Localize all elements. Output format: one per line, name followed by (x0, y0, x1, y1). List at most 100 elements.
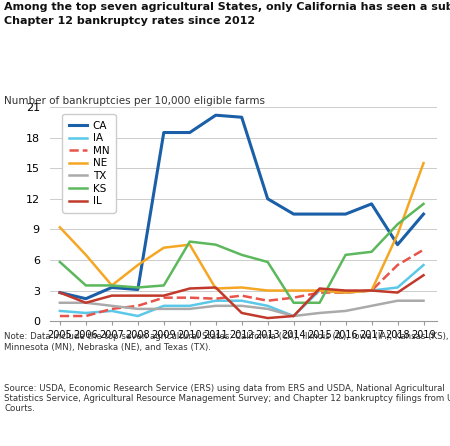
KS (395, 222, 400, 227)
IL (161, 293, 166, 298)
Text: Note: Data include the top seven agricultural States: California (CA), Illinois : Note: Data include the top seven agricul… (4, 332, 449, 351)
MN (291, 295, 297, 300)
IL (421, 273, 426, 278)
TX (213, 303, 218, 309)
CA (343, 211, 348, 217)
IL (265, 315, 270, 321)
TX (187, 306, 193, 312)
TX (421, 298, 426, 303)
KS (83, 283, 89, 288)
CA (83, 296, 89, 301)
KS (369, 249, 374, 255)
CA (213, 112, 218, 118)
IA (369, 288, 374, 293)
IL (135, 293, 140, 298)
IL (83, 300, 89, 306)
IL (187, 286, 193, 291)
KS (57, 259, 63, 264)
TX (57, 300, 63, 306)
MN (317, 290, 322, 295)
Line: NE: NE (60, 163, 423, 293)
CA (421, 211, 426, 217)
CA (57, 290, 63, 295)
MN (239, 293, 244, 298)
CA (135, 287, 140, 292)
TX (343, 308, 348, 314)
KS (291, 300, 297, 306)
NE (343, 290, 348, 295)
IA (213, 298, 218, 303)
TX (369, 303, 374, 309)
KS (343, 252, 348, 257)
CA (291, 211, 297, 217)
KS (317, 300, 322, 306)
TX (291, 314, 297, 319)
Line: CA: CA (60, 115, 423, 299)
IL (317, 286, 322, 291)
Legend: CA, IA, MN, NE, TX, KS, IL: CA, IA, MN, NE, TX, KS, IL (63, 114, 116, 212)
NE (187, 242, 193, 248)
TX (395, 298, 400, 303)
MN (421, 247, 426, 252)
TX (135, 306, 140, 312)
MN (187, 295, 193, 300)
Line: MN: MN (60, 250, 423, 316)
TX (83, 300, 89, 306)
NE (239, 285, 244, 290)
NE (421, 161, 426, 166)
MN (135, 303, 140, 309)
TX (265, 306, 270, 312)
IA (135, 314, 140, 319)
CA (239, 115, 244, 120)
KS (239, 252, 244, 257)
IL (343, 288, 348, 293)
MN (265, 298, 270, 303)
NE (161, 245, 166, 250)
CA (369, 201, 374, 206)
Line: IL: IL (60, 275, 423, 318)
KS (161, 283, 166, 288)
IA (343, 290, 348, 295)
KS (421, 201, 426, 206)
IA (317, 288, 322, 293)
Text: Number of bankruptcies per 10,000 eligible farms: Number of bankruptcies per 10,000 eligib… (4, 96, 266, 106)
NE (317, 288, 322, 293)
CA (187, 130, 193, 135)
IA (421, 262, 426, 268)
NE (109, 283, 115, 288)
IL (395, 290, 400, 295)
KS (265, 259, 270, 264)
TX (239, 303, 244, 309)
TX (317, 310, 322, 316)
KS (213, 242, 218, 248)
TX (161, 306, 166, 312)
Text: Source: USDA, Economic Research Service (ERS) using data from ERS and USDA, Nati: Source: USDA, Economic Research Service … (4, 384, 450, 413)
CA (109, 285, 115, 290)
Line: TX: TX (60, 301, 423, 316)
IA (161, 303, 166, 309)
MN (395, 262, 400, 268)
IA (239, 298, 244, 303)
NE (57, 225, 63, 230)
IA (83, 310, 89, 316)
IA (109, 308, 115, 314)
IL (291, 314, 297, 319)
NE (135, 262, 140, 268)
CA (265, 196, 270, 202)
CA (161, 130, 166, 135)
MN (369, 288, 374, 293)
Text: Among the top seven agricultural States, only California has seen a substantial : Among the top seven agricultural States,… (4, 2, 450, 12)
MN (57, 314, 63, 319)
NE (213, 286, 218, 291)
NE (291, 288, 297, 293)
NE (265, 288, 270, 293)
IA (265, 303, 270, 309)
MN (213, 296, 218, 301)
KS (187, 239, 193, 244)
IA (187, 303, 193, 309)
IA (57, 308, 63, 314)
IL (109, 293, 115, 298)
TX (109, 303, 115, 309)
KS (109, 283, 115, 288)
MN (161, 295, 166, 300)
